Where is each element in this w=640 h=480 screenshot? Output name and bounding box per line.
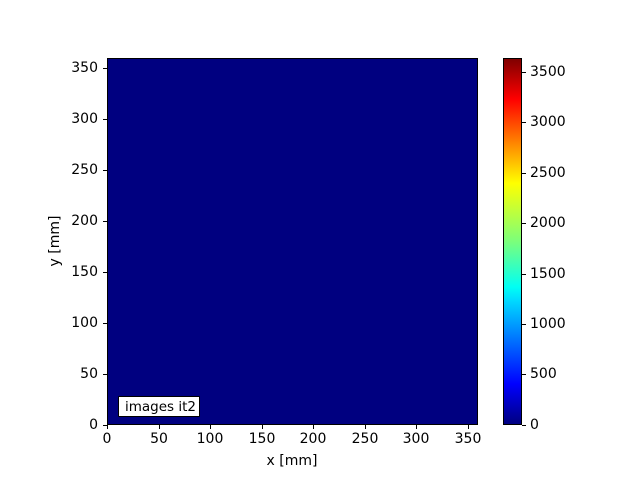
colorbar-jet bbox=[503, 58, 522, 425]
y-tick-label: 300 bbox=[71, 111, 98, 127]
y-tick-mark bbox=[103, 374, 107, 375]
y-tick-mark bbox=[103, 272, 107, 273]
x-tick-mark bbox=[159, 425, 160, 429]
x-tick-label: 350 bbox=[454, 431, 482, 447]
y-tick-mark bbox=[103, 425, 107, 426]
colorbar-tick-label: 2000 bbox=[530, 215, 566, 231]
x-tick-mark bbox=[416, 425, 417, 429]
y-tick-label: 250 bbox=[71, 162, 98, 178]
x-tick-label: 0 bbox=[102, 431, 112, 447]
x-tick-label: 200 bbox=[299, 431, 327, 447]
y-tick-mark bbox=[103, 119, 107, 120]
x-tick-mark bbox=[468, 425, 469, 429]
y-tick-mark bbox=[103, 170, 107, 171]
y-tick-mark bbox=[103, 68, 107, 69]
legend-label: images it2 bbox=[125, 398, 197, 415]
x-tick-mark bbox=[313, 425, 314, 429]
y-tick-label: 50 bbox=[80, 366, 98, 382]
x-tick-label: 250 bbox=[351, 431, 379, 447]
colorbar-tick-mark bbox=[522, 425, 526, 426]
colorbar-tick-label: 2500 bbox=[530, 165, 566, 181]
y-tick-label: 0 bbox=[89, 417, 98, 433]
colorbar-tick-mark bbox=[522, 324, 526, 325]
heatmap-plot-area bbox=[107, 58, 478, 425]
y-tick-label: 200 bbox=[71, 213, 98, 229]
colorbar-tick-label: 3500 bbox=[530, 64, 566, 80]
x-tick-mark bbox=[365, 425, 366, 429]
y-tick-label: 100 bbox=[71, 315, 98, 331]
x-tick-mark bbox=[210, 425, 211, 429]
colorbar-tick-mark bbox=[522, 223, 526, 224]
colorbar-tick-mark bbox=[522, 72, 526, 73]
x-axis-label: x [mm] bbox=[266, 453, 318, 469]
x-tick-label: 300 bbox=[402, 431, 430, 447]
y-tick-mark bbox=[103, 221, 107, 222]
x-tick-label: 100 bbox=[196, 431, 224, 447]
colorbar-tick-label: 1500 bbox=[530, 266, 566, 282]
x-tick-label: 150 bbox=[248, 431, 276, 447]
colorbar-tick-label: 1000 bbox=[530, 316, 566, 332]
x-tick-mark bbox=[107, 425, 108, 429]
x-tick-mark bbox=[262, 425, 263, 429]
y-tick-mark bbox=[103, 323, 107, 324]
colorbar-tick-mark bbox=[522, 374, 526, 375]
colorbar-tick-label: 500 bbox=[530, 366, 557, 382]
y-tick-label: 350 bbox=[71, 60, 98, 76]
colorbar-tick-mark bbox=[522, 122, 526, 123]
y-tick-label: 150 bbox=[71, 264, 98, 280]
colorbar-tick-mark bbox=[522, 274, 526, 275]
x-tick-label: 50 bbox=[150, 431, 168, 447]
colorbar-tick-label: 3000 bbox=[530, 114, 566, 130]
y-axis-label: y [mm] bbox=[47, 215, 63, 267]
colorbar-tick-mark bbox=[522, 173, 526, 174]
legend-box: images it2 bbox=[118, 396, 200, 417]
colorbar-tick-label: 0 bbox=[530, 417, 539, 433]
